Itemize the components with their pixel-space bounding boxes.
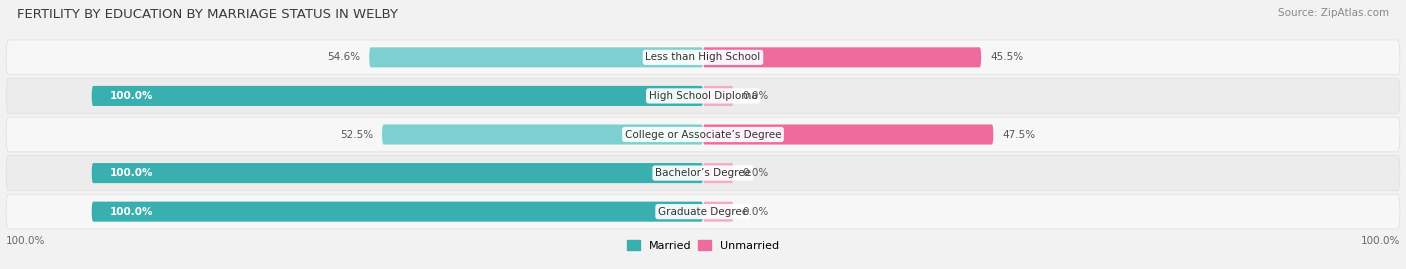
FancyBboxPatch shape: [382, 125, 703, 144]
FancyBboxPatch shape: [370, 47, 703, 67]
FancyBboxPatch shape: [6, 40, 1400, 75]
Text: College or Associate’s Degree: College or Associate’s Degree: [624, 129, 782, 140]
Text: 47.5%: 47.5%: [1002, 129, 1036, 140]
Text: 100.0%: 100.0%: [6, 236, 45, 246]
Text: 45.5%: 45.5%: [990, 52, 1024, 62]
Text: 0.0%: 0.0%: [742, 168, 769, 178]
FancyBboxPatch shape: [91, 86, 703, 106]
Text: 100.0%: 100.0%: [110, 91, 153, 101]
Text: 100.0%: 100.0%: [110, 168, 153, 178]
FancyBboxPatch shape: [6, 194, 1400, 229]
FancyBboxPatch shape: [6, 117, 1400, 152]
Text: 100.0%: 100.0%: [110, 207, 153, 217]
FancyBboxPatch shape: [6, 79, 1400, 113]
Text: High School Diploma: High School Diploma: [648, 91, 758, 101]
Text: Source: ZipAtlas.com: Source: ZipAtlas.com: [1278, 8, 1389, 18]
Text: 54.6%: 54.6%: [328, 52, 360, 62]
FancyBboxPatch shape: [703, 125, 994, 144]
Text: 0.0%: 0.0%: [742, 91, 769, 101]
Text: Less than High School: Less than High School: [645, 52, 761, 62]
Legend: Married, Unmarried: Married, Unmarried: [621, 236, 785, 256]
Text: 52.5%: 52.5%: [340, 129, 373, 140]
FancyBboxPatch shape: [6, 156, 1400, 190]
Text: Bachelor’s Degree: Bachelor’s Degree: [655, 168, 751, 178]
Text: FERTILITY BY EDUCATION BY MARRIAGE STATUS IN WELBY: FERTILITY BY EDUCATION BY MARRIAGE STATU…: [17, 8, 398, 21]
FancyBboxPatch shape: [91, 163, 703, 183]
FancyBboxPatch shape: [703, 202, 734, 222]
Text: Graduate Degree: Graduate Degree: [658, 207, 748, 217]
FancyBboxPatch shape: [91, 202, 703, 222]
Text: 100.0%: 100.0%: [1361, 236, 1400, 246]
Text: 0.0%: 0.0%: [742, 207, 769, 217]
FancyBboxPatch shape: [703, 86, 734, 106]
FancyBboxPatch shape: [703, 163, 734, 183]
FancyBboxPatch shape: [703, 47, 981, 67]
